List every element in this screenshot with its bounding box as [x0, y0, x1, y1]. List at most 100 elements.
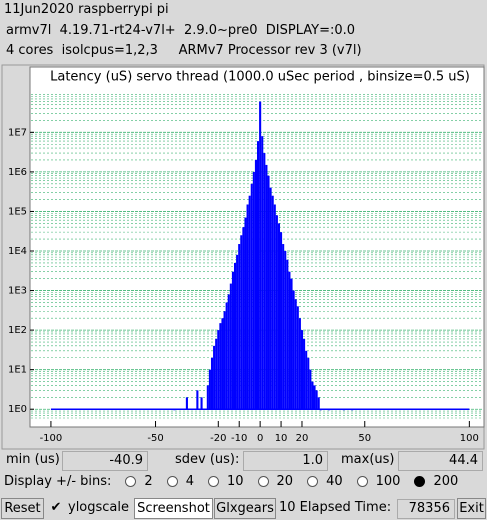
bar — [215, 338, 218, 410]
bar — [265, 164, 268, 410]
radio-dot — [356, 476, 368, 487]
bar — [269, 187, 272, 410]
reset-button[interactable]: Reset — [1, 498, 44, 519]
bar — [231, 271, 234, 410]
glxgears-button[interactable]: Glxgears — [214, 498, 276, 519]
bins-radio[interactable]: 4 — [166, 474, 194, 489]
bar — [236, 254, 239, 410]
x-tick-label: 100 — [460, 433, 479, 444]
radio-dot — [125, 476, 137, 487]
radio-label: 4 — [185, 474, 194, 489]
bar — [328, 409, 331, 411]
bar — [246, 204, 249, 410]
x-tick-label: -20 — [210, 433, 226, 444]
x-tick-label: 10 — [275, 433, 288, 444]
y-tick-label: 1E4 — [8, 246, 27, 257]
radio-label: 2 — [144, 474, 153, 489]
bar — [298, 318, 301, 410]
bar — [319, 409, 322, 411]
bar — [342, 409, 345, 411]
stat-value: -40.9 — [62, 451, 148, 471]
elapsed-value: 78356 — [397, 499, 455, 519]
bar — [275, 215, 278, 410]
y-tick-label: 1E6 — [8, 167, 27, 178]
bar — [277, 223, 281, 410]
bins-control: Display +/- bins: 2 4 10 20 40 100 200 — [4, 474, 458, 489]
bar — [238, 244, 241, 410]
header-line: 11Jun2020 raspberrypi pi — [4, 2, 169, 17]
bar — [196, 390, 199, 410]
stat-label: max(us) — [341, 452, 395, 467]
bar — [173, 409, 176, 411]
bar — [286, 259, 289, 410]
bar — [290, 278, 293, 410]
bar — [248, 195, 251, 410]
bar — [254, 159, 257, 410]
bins-radio[interactable]: 10 — [207, 474, 244, 489]
bar — [273, 204, 276, 410]
bar — [252, 171, 255, 410]
bar — [288, 271, 291, 410]
bar — [250, 183, 253, 410]
bar — [263, 153, 266, 410]
header-line: armv7l 4.19.71-rt24-v7l+ 2.9.0~pre0 DISP… — [6, 23, 356, 38]
y-tick-label: 1E2 — [8, 325, 27, 336]
x-tick-label: -100 — [40, 433, 63, 444]
y-tick-label: 1E7 — [8, 127, 27, 138]
bar — [271, 195, 274, 410]
bar — [219, 323, 222, 410]
header-line: 4 cores isolcpus=1,2,3 ARMv7 Processor r… — [6, 43, 362, 58]
bar — [259, 101, 262, 410]
exit-button[interactable]: Exit — [457, 498, 486, 519]
bar — [227, 294, 230, 410]
bar — [244, 217, 247, 410]
bar — [233, 262, 237, 410]
bar — [257, 141, 260, 410]
bar — [200, 397, 203, 410]
bar — [210, 357, 214, 410]
x-tick-label: 0 — [257, 433, 263, 444]
bar — [225, 302, 228, 410]
ylogscale-checkbox[interactable]: ✔ ylogscale — [50, 500, 129, 515]
bar — [217, 330, 220, 410]
bar — [223, 311, 226, 410]
radio-label: 100 — [375, 474, 401, 489]
bar — [206, 385, 209, 410]
bins-radio[interactable]: 100 — [356, 474, 401, 489]
bins-radio[interactable]: 2 — [125, 474, 153, 489]
bar — [242, 227, 245, 410]
checkbox-label: ylogscale — [68, 500, 130, 515]
bar — [317, 397, 320, 410]
bar — [282, 244, 285, 410]
bar — [221, 318, 224, 410]
checkmark: ✔ — [50, 500, 62, 515]
x-tick-label: -50 — [147, 433, 163, 444]
stat-label: sdev (us): — [175, 452, 240, 467]
bar — [303, 338, 306, 410]
chart: Latency (uS) servo thread (1000.0 uSec p… — [1, 64, 485, 450]
bar — [185, 397, 188, 410]
bar — [315, 390, 318, 410]
radio-label: 40 — [326, 474, 343, 489]
bar — [229, 283, 232, 410]
bar — [261, 136, 264, 410]
y-tick-label: 1E3 — [8, 286, 27, 297]
bins-radio[interactable]: 40 — [307, 474, 343, 489]
elapsed-label: 10 Elapsed Time: — [279, 500, 392, 515]
bins-label: Display +/- bins: — [4, 474, 112, 489]
bar — [296, 306, 299, 410]
bar — [300, 330, 304, 410]
stat-label: min (us) — [6, 452, 60, 467]
bar — [280, 232, 283, 410]
screenshot-button[interactable]: Screenshot — [134, 498, 213, 519]
bar — [311, 381, 314, 410]
bar — [294, 299, 297, 410]
bins-radio[interactable]: 200 — [414, 474, 458, 489]
bins-radio[interactable]: 20 — [257, 474, 294, 489]
y-tick-label: 1E5 — [8, 206, 27, 217]
radio-label: 20 — [276, 474, 294, 489]
chart-title: Latency (uS) servo thread (1000.0 uSec p… — [50, 70, 470, 85]
radio-label: 200 — [433, 474, 459, 489]
radio-dot — [257, 476, 269, 487]
